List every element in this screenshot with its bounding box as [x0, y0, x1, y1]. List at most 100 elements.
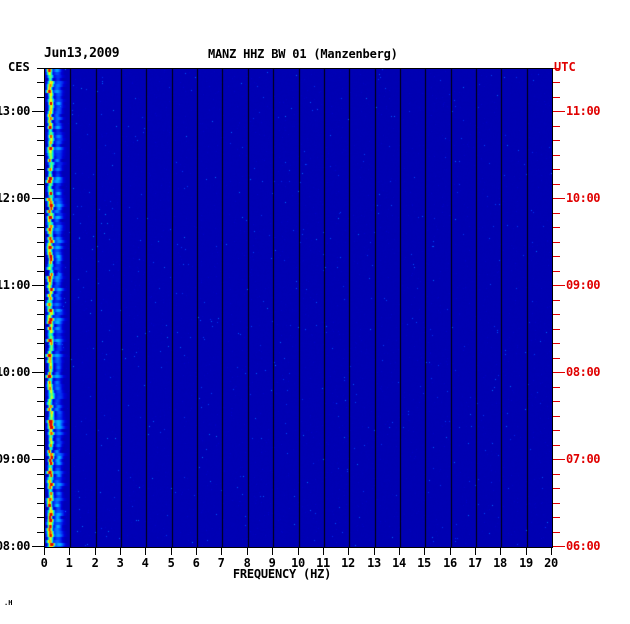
- x-tick: [551, 547, 552, 555]
- right-tick-major: [553, 372, 565, 373]
- x-axis-freq-label: 11: [316, 556, 330, 570]
- x-axis-freq-label: 17: [468, 556, 482, 570]
- x-tick: [196, 547, 197, 555]
- right-tick-major: [553, 111, 565, 112]
- left-tick-minor: [37, 271, 44, 272]
- left-tick-major: [32, 285, 44, 286]
- x-tick: [500, 547, 501, 555]
- x-tick: [374, 547, 375, 555]
- spectrogram-image: [45, 69, 552, 547]
- x-axis-freq-label: 4: [141, 556, 149, 570]
- x-tick: [221, 547, 222, 555]
- right-axis-time-label: 08:00: [566, 365, 601, 379]
- right-tick-minor: [553, 227, 560, 228]
- left-tick-minor: [37, 314, 44, 315]
- left-tick-major: [32, 459, 44, 460]
- right-tick-minor: [553, 474, 560, 475]
- x-tick: [272, 547, 273, 555]
- left-tick-minor: [37, 387, 44, 388]
- right-tick-minor: [553, 256, 560, 257]
- left-tick-minor: [37, 213, 44, 214]
- right-axis-time-label: 09:00: [566, 278, 601, 292]
- right-tick-minor: [553, 300, 560, 301]
- right-tick-minor: [553, 343, 560, 344]
- right-tick-minor: [553, 387, 560, 388]
- left-tick-minor: [37, 517, 44, 518]
- x-tick: [298, 547, 299, 555]
- left-axis-time-label: 13:00: [0, 104, 30, 118]
- x-axis-title: FREQUENCY (HZ): [0, 567, 630, 581]
- x-tick: [399, 547, 400, 555]
- left-tick-minor: [37, 503, 44, 504]
- left-tick-minor: [37, 329, 44, 330]
- x-tick: [95, 547, 96, 555]
- x-tick: [348, 547, 349, 555]
- left-tick-minor: [37, 256, 44, 257]
- x-axis-freq-label: 14: [392, 556, 406, 570]
- right-axis-time-label: 10:00: [566, 191, 601, 205]
- left-axis-time-label: 11:00: [0, 278, 30, 292]
- x-axis-freq-label: 19: [519, 556, 533, 570]
- right-axis-time-label: 11:00: [566, 104, 601, 118]
- right-tick-minor: [553, 416, 560, 417]
- left-tick-minor: [37, 430, 44, 431]
- left-axis-time-label: 12:00: [0, 191, 30, 205]
- right-tick-minor: [553, 532, 560, 533]
- right-axis-timezone-label: UTC: [554, 60, 576, 74]
- x-tick: [526, 547, 527, 555]
- x-tick: [424, 547, 425, 555]
- right-tick-minor: [553, 329, 560, 330]
- right-tick-minor: [553, 517, 560, 518]
- right-tick-minor: [553, 503, 560, 504]
- left-tick-minor: [37, 184, 44, 185]
- right-axis-time-label: 06:00: [566, 539, 601, 553]
- x-tick: [120, 547, 121, 555]
- spectrogram-plot-area[interactable]: [44, 68, 553, 548]
- x-axis-freq-label: 7: [217, 556, 225, 570]
- right-tick-minor: [553, 213, 560, 214]
- right-tick-minor: [553, 155, 560, 156]
- x-tick: [323, 547, 324, 555]
- x-tick: [69, 547, 70, 555]
- right-tick-minor: [553, 401, 560, 402]
- right-tick-major: [553, 459, 565, 460]
- x-tick: [171, 547, 172, 555]
- left-tick-major: [32, 372, 44, 373]
- x-axis-freq-label: 3: [116, 556, 124, 570]
- x-tick: [247, 547, 248, 555]
- left-tick-minor: [37, 227, 44, 228]
- x-tick: [145, 547, 146, 555]
- right-tick-minor: [553, 140, 560, 141]
- right-tick-major: [553, 198, 565, 199]
- left-tick-minor: [37, 82, 44, 83]
- left-tick-minor: [37, 169, 44, 170]
- right-tick-minor: [553, 445, 560, 446]
- right-tick-minor: [553, 488, 560, 489]
- left-tick-minor: [37, 416, 44, 417]
- x-axis-freq-label: 2: [91, 556, 99, 570]
- left-tick-minor: [37, 474, 44, 475]
- left-tick-minor: [37, 445, 44, 446]
- left-axis-time-label: 10:00: [0, 365, 30, 379]
- left-tick-minor: [37, 126, 44, 127]
- right-tick-minor: [553, 430, 560, 431]
- left-tick-minor: [37, 68, 44, 69]
- x-tick: [450, 547, 451, 555]
- left-tick-minor: [37, 242, 44, 243]
- left-tick-minor: [37, 488, 44, 489]
- right-tick-minor: [553, 68, 560, 69]
- left-tick-major: [32, 111, 44, 112]
- right-tick-major: [553, 546, 565, 547]
- x-axis-freq-label: 9: [268, 556, 276, 570]
- left-tick-minor: [37, 401, 44, 402]
- x-axis-freq-label: 12: [341, 556, 355, 570]
- left-tick-major: [32, 546, 44, 547]
- x-tick: [44, 547, 45, 555]
- left-tick-minor: [37, 140, 44, 141]
- left-tick-minor: [37, 358, 44, 359]
- x-axis-freq-label: 5: [167, 556, 175, 570]
- left-tick-minor: [37, 532, 44, 533]
- right-tick-major: [553, 285, 565, 286]
- left-tick-minor: [37, 300, 44, 301]
